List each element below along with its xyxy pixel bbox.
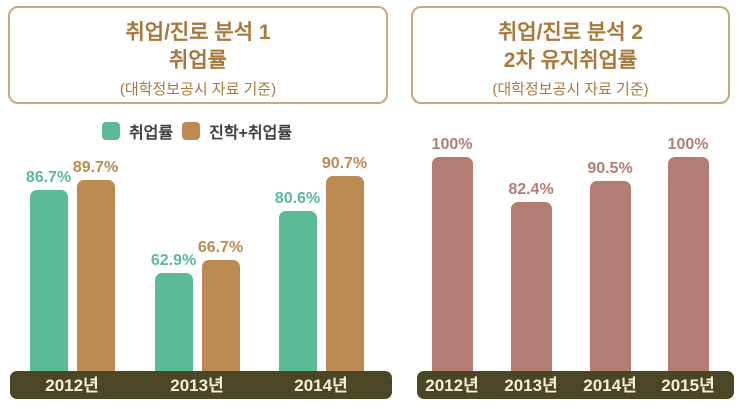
bar-chart2-series1-2012년 xyxy=(431,157,473,371)
chart1-title-line2: 취업률 xyxy=(169,49,227,72)
bar-value-label: 80.6% xyxy=(274,190,321,207)
bar-value-label: 66.7% xyxy=(197,239,244,256)
bar-value-label: 89.7% xyxy=(72,159,119,176)
chart1-legend: 취업률 진학+취업률 xyxy=(0,120,394,142)
chart1-title-line1: 취업/진로 분석 1 xyxy=(125,21,271,44)
bar-chart1-series2-2013년 xyxy=(201,260,240,371)
legend-swatch-green-icon xyxy=(101,122,120,140)
bar-chart1-series1-2014년 xyxy=(278,211,317,371)
bar-value-label: 100% xyxy=(431,136,473,153)
bar-chart1-series1-2012년 xyxy=(29,190,68,371)
bar-chart1-series2-2014년 xyxy=(325,176,364,371)
chart1-x-axis-bar xyxy=(10,371,392,399)
x-axis-label-2013년: 2013년 xyxy=(504,376,558,395)
chart2-title-line3: (대학정보공시 자료 기준) xyxy=(492,81,649,98)
x-axis-label-2012년: 2012년 xyxy=(425,376,479,395)
bar-value-label: 90.5% xyxy=(587,160,633,177)
bar-value-label: 100% xyxy=(667,136,709,153)
chart2-title-box: 취업/진로 분석 2 2차 유지취업률 (대학정보공시 자료 기준) xyxy=(411,6,730,104)
bar-chart2-series1-2015년 xyxy=(667,157,709,371)
x-axis-label-2014년: 2014년 xyxy=(583,376,637,395)
chart1-title-box: 취업/진로 분석 1 취업률 (대학정보공시 자료 기준) xyxy=(8,6,388,104)
x-axis-label-2012년: 2012년 xyxy=(45,376,99,395)
chart1-title-line3: (대학정보공시 자료 기준) xyxy=(119,81,277,98)
chart2-title-line1: 취업/진로 분석 2 xyxy=(497,21,644,44)
bar-chart1-series1-2013년 xyxy=(154,273,193,371)
chart2-x-axis-bar xyxy=(417,371,734,399)
chart2-title-line2: 2차 유지취업률 xyxy=(503,49,638,72)
bar-value-label: 86.7% xyxy=(25,169,72,186)
legend-swatch-tan-icon xyxy=(182,122,201,140)
legend-label-employment: 취업률 xyxy=(128,125,174,142)
x-axis-label-2013년: 2013년 xyxy=(170,376,224,395)
bar-chart2-series1-2014년 xyxy=(589,181,631,371)
x-axis-label-2015년: 2015년 xyxy=(661,376,715,395)
bar-chart2-series1-2013년 xyxy=(510,202,552,371)
bar-value-label: 90.7% xyxy=(321,155,368,172)
bar-value-label: 82.4% xyxy=(508,181,554,198)
x-axis-label-2014년: 2014년 xyxy=(294,376,348,395)
bar-chart1-series2-2012년 xyxy=(76,180,115,371)
legend-label-advancement-employment: 진학+취업률 xyxy=(209,125,293,142)
bar-value-label: 62.9% xyxy=(150,252,197,269)
